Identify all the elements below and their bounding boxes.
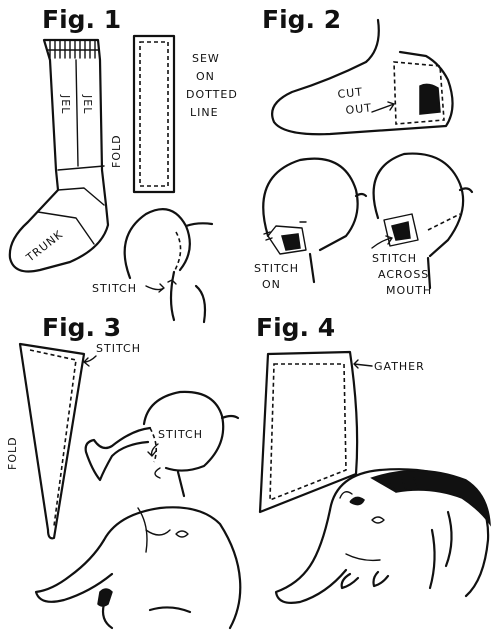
cut-out-label-1: CUT xyxy=(337,85,364,101)
gather-label: GATHER xyxy=(374,360,425,373)
figure-2: Fig. 2 CUT OUT STITCH ON ST xyxy=(254,5,474,297)
stitch-mouth-label-2: ACROSS xyxy=(378,268,429,281)
fig-1-title: Fig. 1 xyxy=(42,5,121,34)
cut-out-arrow xyxy=(371,101,395,113)
stitch-on-label-1: STITCH xyxy=(254,262,299,275)
fig-1-head xyxy=(123,208,214,324)
fig-2-title: Fig. 2 xyxy=(262,5,341,34)
figure-3: Fig. 3 STITCH FOLD STITCH xyxy=(6,313,242,630)
stitch-on-label-2: ON xyxy=(262,278,281,291)
ear-dark xyxy=(370,469,491,527)
ear-piece xyxy=(258,350,359,514)
svg-text:LINE: LINE xyxy=(190,106,219,119)
sock-label-jel-2: JEL xyxy=(81,94,94,114)
gather-arrow xyxy=(353,359,373,369)
sock-toe-drawing xyxy=(271,18,454,136)
fig-1-stitch-arrow xyxy=(145,283,165,293)
cut-out-label-2: OUT xyxy=(345,101,373,117)
heel-cutout-fill xyxy=(419,83,441,115)
fig-4-title: Fig. 4 xyxy=(256,313,335,342)
sock-drawing xyxy=(8,38,110,273)
fold-label: FOLD xyxy=(110,134,123,168)
svg-text:ON: ON xyxy=(196,70,215,83)
fig-3-stitch-arrow-head xyxy=(147,443,159,457)
sock-label-trunk: TRUNK xyxy=(23,228,66,265)
figure-1: Fig. 1 JEL JEL TRUNK FOLD SEW ON DOTTED … xyxy=(8,5,238,324)
fig-3-stitch-label-head: STITCH xyxy=(158,428,203,441)
stitch-mouth-label-3: MOUTH xyxy=(386,284,432,297)
stitch-mouth-arrow xyxy=(371,235,393,249)
fig-3-title: Fig. 3 xyxy=(42,313,121,342)
fig-1-stitch-label: STITCH xyxy=(92,282,137,295)
fig-3-fold-label: FOLD xyxy=(6,436,19,470)
fig-3-stitch-arrow-top xyxy=(83,355,97,367)
fig-3-trunk-head xyxy=(84,390,240,498)
fig-2-head-left xyxy=(262,157,368,284)
svg-text:SEW: SEW xyxy=(192,52,220,65)
sock-label-jel-1: JEL xyxy=(59,94,72,114)
figure-4: Fig. 4 GATHER xyxy=(256,313,491,604)
fig-4-elephant-head xyxy=(274,468,491,604)
stitch-mouth-label-1: STITCH xyxy=(372,252,417,265)
sew-note: SEW ON DOTTED LINE xyxy=(186,52,238,119)
folded-strip xyxy=(132,34,176,194)
svg-text:DOTTED: DOTTED xyxy=(186,88,238,101)
fig-3-stitch-label-top: STITCH xyxy=(96,342,141,355)
folded-triangle xyxy=(18,342,86,540)
fig-3-elephant-profile xyxy=(34,506,242,630)
